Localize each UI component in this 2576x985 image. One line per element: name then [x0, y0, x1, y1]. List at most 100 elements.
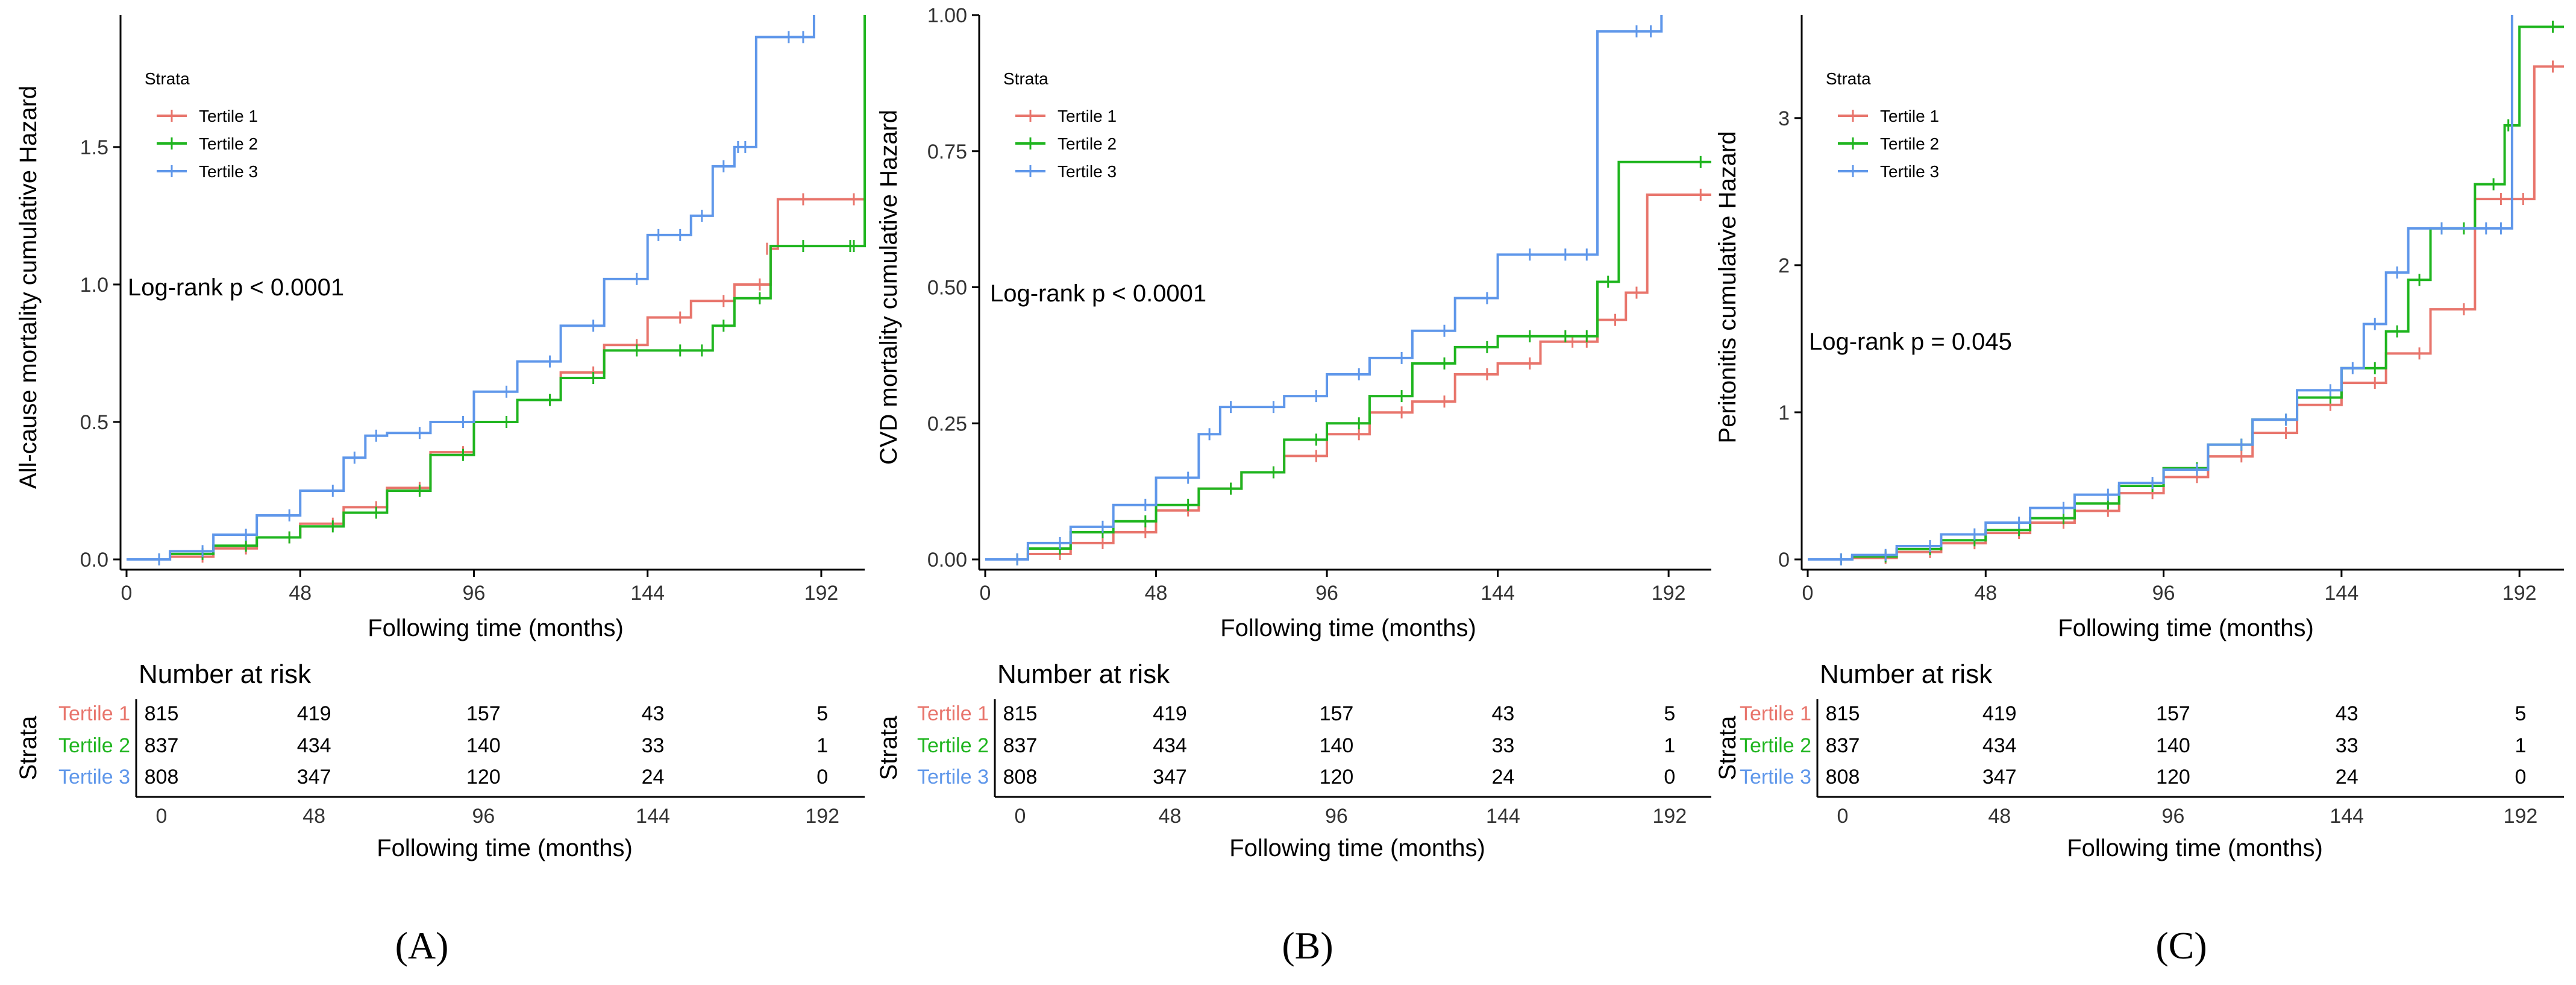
x-tick-label: 48 — [289, 582, 312, 605]
risk-count: 120 — [466, 766, 501, 788]
y-tick-label: 0.0 — [80, 549, 108, 571]
x-tick-label: 0 — [121, 582, 133, 605]
risk-count: 157 — [466, 702, 501, 725]
risk-count: 140 — [1320, 734, 1354, 757]
risk-count: 24 — [1491, 766, 1514, 788]
y-tick-label: 0.5 — [80, 411, 108, 434]
risk-y-axis-label: Strata — [15, 716, 42, 780]
risk-count: 837 — [1826, 734, 1860, 757]
risk-x-tick-label: 48 — [302, 805, 325, 828]
risk-count: 434 — [1153, 734, 1187, 757]
risk-count: 815 — [1003, 702, 1038, 725]
x-tick-label: 48 — [1974, 582, 1997, 605]
x-tick-label: 96 — [1315, 582, 1338, 605]
risk-row-label: Tertile 1 — [58, 702, 130, 725]
series-line-tertile-3 — [1808, 15, 2513, 561]
risk-count: 5 — [816, 702, 828, 725]
risk-count: 43 — [642, 702, 665, 725]
y-axis-label: All-cause mortality cumulative Hazard — [15, 86, 42, 489]
y-tick-label: 1.5 — [80, 136, 108, 159]
risk-count: 24 — [2336, 766, 2358, 788]
risk-table-title: Number at risk — [1820, 659, 1993, 689]
y-axis-label: Peritonitis cumulative Hazard — [1714, 131, 1741, 444]
risk-count: 1 — [2515, 734, 2526, 757]
risk-count: 815 — [145, 702, 179, 725]
series-line-tertile-2 — [985, 160, 1711, 561]
risk-count: 140 — [466, 734, 501, 757]
y-axis-label: CVD mortality cumulative Hazard — [876, 110, 902, 465]
risk-count: 33 — [642, 734, 665, 757]
risk-x-tick-label: 48 — [1988, 805, 2011, 828]
legend-label: Tertile 1 — [1058, 107, 1117, 125]
y-tick-label: 0.00 — [927, 549, 967, 571]
risk-x-axis-label: Following time (months) — [2067, 835, 2323, 861]
risk-count: 815 — [1826, 702, 1860, 725]
chart-panel-1: 0.0 0.5 1.0 1.5 0 48 96 144 192 Following time (m… — [15, 15, 866, 967]
risk-x-axis-label: Following time (months) — [1229, 835, 1485, 861]
chart-panel-3: 0 1 2 3 0 48 96 144 192 Following time (months) Pe… — [1714, 15, 2564, 967]
chart-panel-2: 0.00 0.25 0.50 0.75 1.00 0 48 96 144 192 Following… — [876, 4, 1711, 967]
risk-row-label: Tertile 1 — [917, 702, 989, 725]
legend-label: Tertile 3 — [1058, 162, 1117, 181]
x-tick-label: 144 — [630, 582, 665, 605]
risk-x-tick-label: 0 — [156, 805, 168, 828]
legend-label: Tertile 2 — [1880, 134, 1939, 153]
risk-table-title: Number at risk — [997, 659, 1170, 689]
x-tick-label: 0 — [980, 582, 991, 605]
x-tick-label: 0 — [1802, 582, 1814, 605]
risk-count: 419 — [1153, 702, 1187, 725]
x-axis-label: Following time (months) — [1220, 615, 1476, 641]
risk-count: 837 — [145, 734, 179, 757]
logrank-annotation: Log-rank p < 0.0001 — [128, 274, 344, 301]
risk-x-tick-label: 96 — [1325, 805, 1348, 828]
legend-label: Tertile 3 — [199, 162, 258, 181]
x-axis-label: Following time (months) — [368, 615, 624, 641]
risk-count: 157 — [1320, 702, 1354, 725]
panel-label: (A) — [395, 924, 449, 967]
risk-count: 43 — [1491, 702, 1514, 725]
risk-count: 0 — [1664, 766, 1675, 788]
risk-y-axis-label: Strata — [1714, 716, 1741, 780]
risk-row-label: Tertile 2 — [58, 734, 130, 757]
risk-count: 157 — [2156, 702, 2190, 725]
risk-x-tick-label: 48 — [1159, 805, 1182, 828]
panel-label: (B) — [1282, 924, 1333, 967]
legend-label: Tertile 1 — [199, 107, 258, 125]
y-tick-label: 3 — [1778, 107, 1790, 130]
logrank-annotation: Log-rank p = 0.045 — [1809, 329, 2012, 355]
risk-x-tick-label: 192 — [2504, 805, 2538, 828]
risk-count: 0 — [2515, 766, 2526, 788]
risk-count: 33 — [1491, 734, 1514, 757]
risk-row-label: Tertile 3 — [917, 766, 989, 788]
risk-x-tick-label: 96 — [2162, 805, 2185, 828]
legend-label: Tertile 2 — [199, 134, 258, 153]
risk-count: 808 — [1826, 766, 1860, 788]
risk-count: 808 — [1003, 766, 1038, 788]
risk-count: 419 — [297, 702, 331, 725]
x-tick-label: 144 — [1481, 582, 1515, 605]
risk-count: 837 — [1003, 734, 1038, 757]
risk-count: 347 — [1153, 766, 1187, 788]
legend-title: Strata — [1003, 69, 1048, 88]
legend-label: Tertile 2 — [1058, 134, 1117, 153]
x-tick-label: 96 — [2152, 582, 2175, 605]
series-line-tertile-3 — [985, 15, 1663, 561]
series-line-tertile-3 — [127, 15, 815, 561]
risk-row-label: Tertile 2 — [917, 734, 989, 757]
x-tick-label: 192 — [804, 582, 839, 605]
y-tick-label: 0.75 — [927, 140, 967, 163]
risk-table-title: Number at risk — [139, 659, 312, 689]
y-tick-label: 0.50 — [927, 277, 967, 300]
risk-y-axis-label: Strata — [876, 716, 902, 780]
x-tick-label: 192 — [1652, 582, 1686, 605]
series-line-tertile-1 — [1808, 65, 2564, 561]
risk-row-label: Tertile 3 — [1740, 766, 1811, 788]
risk-count: 347 — [1982, 766, 2017, 788]
risk-count: 33 — [2336, 734, 2358, 757]
risk-count: 120 — [1320, 766, 1354, 788]
risk-x-tick-label: 0 — [1837, 805, 1849, 828]
x-tick-label: 144 — [2325, 582, 2359, 605]
logrank-annotation: Log-rank p < 0.0001 — [990, 280, 1206, 307]
y-tick-label: 0.25 — [927, 412, 967, 435]
